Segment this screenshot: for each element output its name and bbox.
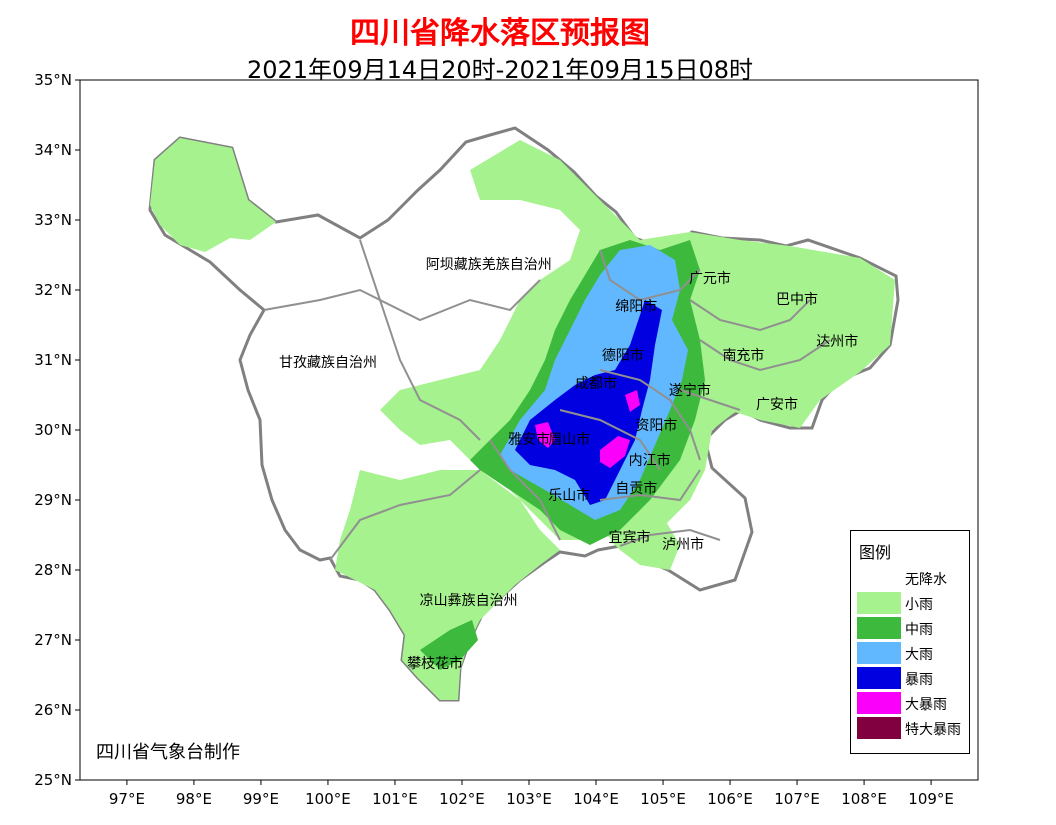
legend-swatch (857, 667, 901, 689)
lat-tick-label: 28°N (34, 561, 72, 579)
place-label: 资阳市 (635, 417, 677, 434)
legend-swatch (857, 642, 901, 664)
place-label: 阿坝藏族羌族自治州 (426, 257, 552, 273)
lon-tick-label: 100°E (305, 790, 351, 808)
place-label: 自贡市 (615, 480, 657, 497)
place-label: 乐山市 (548, 487, 590, 504)
place-label: 雅安市 (508, 431, 550, 448)
map-subtitle: 2021年09月14日20时-2021年09月15日08时 (246, 56, 754, 84)
legend-label: 大暴雨 (905, 697, 947, 713)
lon-tick-label: 109°E (908, 790, 954, 808)
lat-tick-label: 34°N (34, 141, 72, 159)
legend-label: 大雨 (905, 647, 933, 663)
place-label: 遂宁市 (669, 382, 711, 399)
lat-tick-label: 31°N (34, 351, 72, 369)
legend-label: 特大暴雨 (905, 722, 961, 738)
light-rain-area-south (335, 470, 560, 700)
legend-label: 小雨 (905, 597, 933, 613)
lon-tick-label: 105°E (640, 790, 686, 808)
legend-item: 小雨 (857, 592, 967, 614)
legend-item: 大暴雨 (857, 692, 967, 714)
legend-swatch (857, 617, 901, 639)
legend-item: 特大暴雨 (857, 717, 967, 739)
place-label: 南充市 (722, 347, 764, 364)
light-rain-area-north (150, 138, 276, 252)
place-label: 德阳市 (602, 347, 644, 364)
place-label: 成都市 (575, 375, 617, 392)
lon-tick-label: 99°E (243, 790, 279, 808)
legend-item: 中雨 (857, 617, 967, 639)
place-label: 宜宾市 (609, 529, 651, 546)
lon-tick-label: 103°E (506, 790, 552, 808)
lon-tick-label: 108°E (841, 790, 887, 808)
lon-tick-label: 102°E (439, 790, 485, 808)
lat-tick-label: 25°N (34, 771, 72, 789)
legend-title: 图例 (859, 543, 892, 562)
legend-label: 暴雨 (905, 672, 933, 688)
place-label: 广安市 (756, 396, 798, 413)
place-label: 攀枝花市 (407, 655, 463, 672)
lat-tick-label: 27°N (34, 631, 72, 649)
lon-tick-label: 97°E (109, 790, 145, 808)
lat-tick-label: 26°N (34, 701, 72, 719)
place-label: 眉山市 (548, 431, 590, 448)
place-label: 甘孜藏族自治州 (279, 355, 377, 371)
lat-tick-label: 30°N (34, 421, 72, 439)
legend-swatch (857, 567, 901, 589)
heavy-rainstorm-spot-2 (625, 390, 640, 412)
lon-tick-label: 107°E (774, 790, 820, 808)
place-label: 绵阳市 (615, 298, 657, 315)
lon-tick-label: 101°E (372, 790, 418, 808)
map-title: 四川省降水落区预报图 (350, 16, 650, 51)
lat-tick-label: 29°N (34, 491, 72, 509)
lon-tick-label: 98°E (176, 790, 212, 808)
lon-tick-label: 106°E (707, 790, 753, 808)
place-label: 广元市 (689, 270, 731, 287)
place-label: 凉山彝族自治州 (420, 593, 518, 609)
moderate-rain-area-panzhihua (420, 620, 478, 670)
legend-item: 暴雨 (857, 667, 967, 689)
place-label: 巴中市 (776, 291, 818, 308)
legend: 图例 无降水小雨中雨大雨暴雨大暴雨特大暴雨 (850, 530, 970, 754)
heavy-rainstorm-spot-3 (600, 436, 630, 468)
heavy-rainstorm-spot-1 (535, 422, 555, 448)
lat-tick-label: 35°N (34, 71, 72, 89)
legend-swatch (857, 592, 901, 614)
place-label: 达州市 (816, 333, 858, 350)
place-label: 泸州市 (662, 536, 704, 553)
lon-tick-label: 104°E (573, 790, 619, 808)
legend-swatch (857, 717, 901, 739)
legend-label: 无降水 (905, 572, 947, 588)
place-label: 内江市 (629, 452, 671, 469)
legend-label: 中雨 (905, 622, 933, 638)
legend-item: 大雨 (857, 642, 967, 664)
legend-swatch (857, 692, 901, 714)
credit-label: 四川省气象台制作 (96, 742, 240, 763)
legend-item: 无降水 (857, 567, 967, 589)
prefecture-boundaries (263, 239, 831, 561)
lat-tick-label: 33°N (34, 211, 72, 229)
lat-tick-label: 32°N (34, 281, 72, 299)
